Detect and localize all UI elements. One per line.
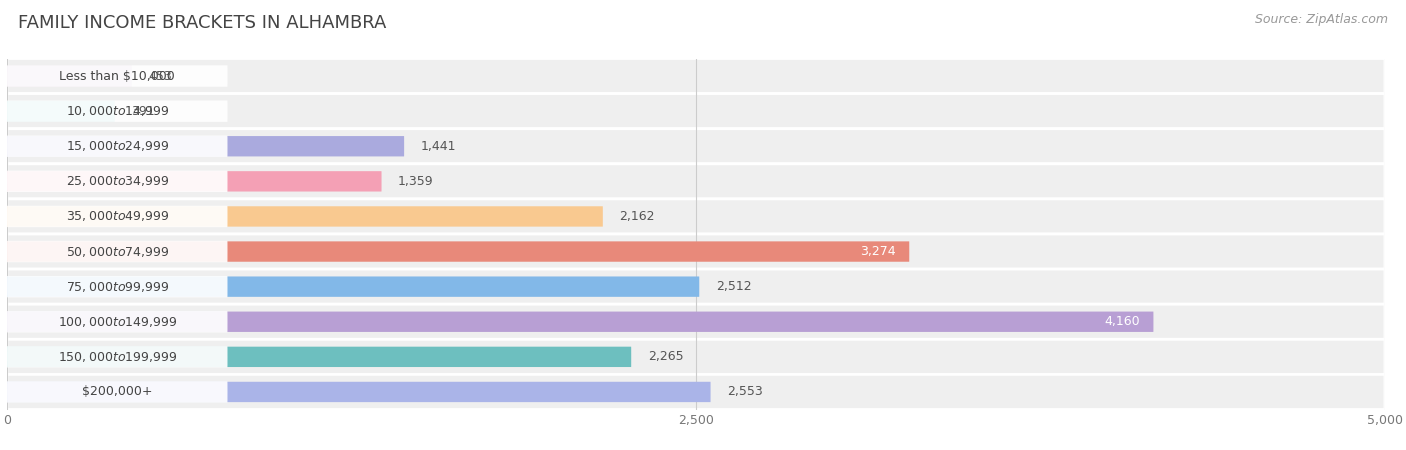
FancyBboxPatch shape: [7, 101, 115, 122]
FancyBboxPatch shape: [7, 311, 228, 333]
FancyBboxPatch shape: [7, 100, 228, 122]
Text: FAMILY INCOME BRACKETS IN ALHAMBRA: FAMILY INCOME BRACKETS IN ALHAMBRA: [18, 14, 387, 32]
Text: $150,000 to $199,999: $150,000 to $199,999: [58, 350, 177, 364]
FancyBboxPatch shape: [7, 374, 1385, 410]
Text: $35,000 to $49,999: $35,000 to $49,999: [66, 209, 169, 224]
Text: 3,274: 3,274: [860, 245, 896, 258]
FancyBboxPatch shape: [7, 276, 228, 297]
FancyBboxPatch shape: [7, 276, 699, 297]
FancyBboxPatch shape: [7, 381, 228, 403]
Text: 1,359: 1,359: [398, 175, 433, 188]
Text: 2,512: 2,512: [716, 280, 751, 293]
Text: Less than $10,000: Less than $10,000: [59, 70, 176, 82]
FancyBboxPatch shape: [7, 136, 404, 157]
FancyBboxPatch shape: [7, 241, 910, 262]
Text: $200,000+: $200,000+: [82, 386, 152, 398]
FancyBboxPatch shape: [7, 66, 132, 86]
FancyBboxPatch shape: [7, 311, 1153, 332]
Text: $100,000 to $149,999: $100,000 to $149,999: [58, 315, 177, 329]
Text: $75,000 to $99,999: $75,000 to $99,999: [66, 279, 169, 294]
FancyBboxPatch shape: [7, 241, 228, 262]
Text: 1,441: 1,441: [420, 140, 456, 153]
FancyBboxPatch shape: [7, 346, 631, 367]
FancyBboxPatch shape: [7, 199, 1385, 234]
FancyBboxPatch shape: [7, 206, 603, 227]
Text: 2,553: 2,553: [727, 386, 763, 398]
FancyBboxPatch shape: [7, 346, 228, 368]
Text: 2,265: 2,265: [648, 351, 683, 363]
FancyBboxPatch shape: [7, 129, 1385, 164]
Text: $15,000 to $24,999: $15,000 to $24,999: [66, 139, 169, 153]
Text: $10,000 to $14,999: $10,000 to $14,999: [66, 104, 169, 118]
Text: Source: ZipAtlas.com: Source: ZipAtlas.com: [1254, 14, 1388, 27]
Text: 4,160: 4,160: [1104, 315, 1140, 328]
FancyBboxPatch shape: [7, 206, 228, 227]
Text: 453: 453: [149, 70, 172, 82]
FancyBboxPatch shape: [7, 135, 228, 157]
FancyBboxPatch shape: [7, 304, 1385, 339]
FancyBboxPatch shape: [7, 234, 1385, 269]
FancyBboxPatch shape: [7, 58, 1385, 94]
Text: 2,162: 2,162: [620, 210, 655, 223]
FancyBboxPatch shape: [7, 171, 228, 192]
FancyBboxPatch shape: [7, 94, 1385, 129]
FancyBboxPatch shape: [7, 339, 1385, 374]
Text: $50,000 to $74,999: $50,000 to $74,999: [66, 244, 169, 259]
Text: $25,000 to $34,999: $25,000 to $34,999: [66, 174, 169, 189]
FancyBboxPatch shape: [7, 269, 1385, 304]
Text: 391: 391: [131, 105, 155, 117]
FancyBboxPatch shape: [7, 164, 1385, 199]
FancyBboxPatch shape: [7, 171, 381, 192]
FancyBboxPatch shape: [7, 65, 228, 87]
FancyBboxPatch shape: [7, 382, 710, 402]
